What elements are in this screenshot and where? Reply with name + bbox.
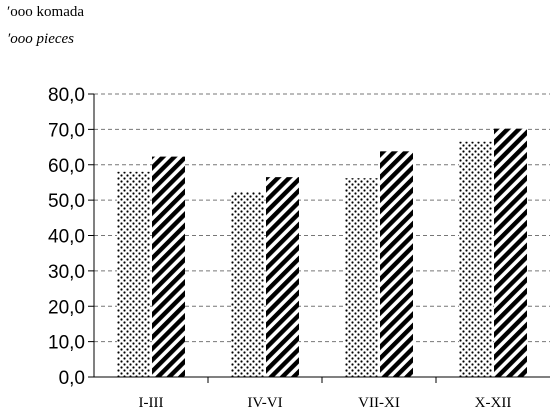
- bar-dots: [231, 191, 264, 377]
- bar-diagonal-stripes: [380, 151, 413, 377]
- y-tick-label: 0,0: [59, 368, 85, 389]
- y-tick-label: 80,0: [48, 85, 85, 106]
- y-tick-label: 30,0: [48, 262, 85, 283]
- x-tick-label: X-XII: [475, 395, 512, 411]
- y-tick-label: 70,0: [48, 120, 85, 141]
- x-tick-label: VII-XI: [358, 395, 400, 411]
- x-tick-label: IV-VI: [247, 395, 282, 411]
- y-tick-label: 20,0: [48, 297, 85, 318]
- bar-diagonal-stripes: [266, 177, 299, 377]
- unit-label-local: ′ooo komada: [7, 4, 85, 20]
- x-tick-label: I-III: [139, 395, 164, 411]
- y-tick-label: 10,0: [48, 333, 85, 354]
- bar-diagonal-stripes: [152, 156, 185, 377]
- bar-diagonal-stripes: [494, 128, 527, 377]
- bar-dots: [345, 178, 378, 377]
- bar-dots: [459, 141, 492, 377]
- y-tick-label: 40,0: [48, 227, 85, 248]
- bar-dots: [117, 171, 150, 377]
- y-tick-label: 60,0: [48, 156, 85, 177]
- unit-label-english: ′ooo pieces: [7, 31, 75, 47]
- y-tick-label: 50,0: [48, 191, 85, 212]
